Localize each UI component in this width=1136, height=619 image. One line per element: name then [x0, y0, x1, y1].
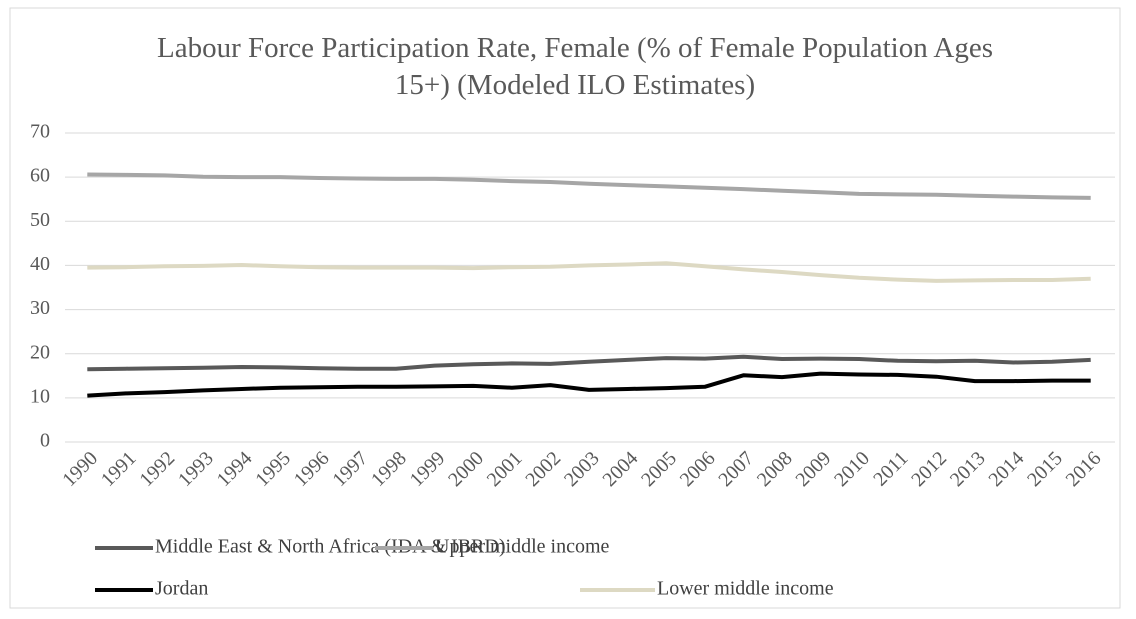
- y-tick-label: 0: [40, 430, 50, 452]
- legend-label: Jordan: [155, 578, 208, 600]
- x-tick-label: 1990: [58, 447, 102, 491]
- x-tick-label: 1995: [251, 447, 295, 491]
- x-tick-label: 1994: [213, 447, 257, 491]
- x-tick-label: 2003: [560, 447, 604, 491]
- x-tick-label: 1996: [290, 447, 334, 491]
- y-tick-label: 40: [30, 253, 50, 275]
- x-tick-label: 2010: [830, 447, 874, 491]
- y-tick-label: 10: [30, 385, 50, 407]
- x-tick-label: 1999: [406, 447, 450, 491]
- y-tick-label: 30: [30, 297, 50, 319]
- x-tick-label: 2008: [753, 447, 797, 491]
- x-tick-label: 2006: [676, 447, 720, 491]
- chart-border: [9, 7, 1121, 609]
- x-tick-label: 2007: [714, 447, 758, 491]
- chart-title: Labour Force Participation Rate, Female …: [157, 32, 993, 101]
- x-tick-label: 1997: [328, 447, 372, 491]
- x-tick-label: 1991: [97, 447, 141, 491]
- legend-label: Lower middle income: [657, 578, 834, 600]
- y-tick-label: 60: [30, 165, 50, 187]
- x-tick-label: 2012: [907, 447, 951, 491]
- legend-label: Upper middle income: [435, 536, 610, 558]
- x-tick-label: 1993: [174, 447, 218, 491]
- x-tick-label: 2015: [1023, 447, 1067, 491]
- x-tick-label: 2013: [946, 447, 990, 491]
- x-tick-label: 2016: [1062, 447, 1106, 491]
- x-tick-label: 2004: [599, 447, 643, 491]
- y-tick-label: 20: [30, 341, 50, 363]
- x-tick-label: 1998: [367, 447, 411, 491]
- x-tick-label: 2014: [984, 447, 1028, 491]
- series-line: [87, 354, 1091, 372]
- x-tick-label: 2002: [521, 447, 565, 491]
- x-tick-label: 2009: [791, 447, 835, 491]
- x-tick-label: 2005: [637, 447, 681, 491]
- series-line: [87, 371, 1091, 398]
- y-tick-label: 50: [30, 209, 50, 231]
- x-tick-label: 2011: [869, 447, 912, 490]
- series-line: [87, 172, 1091, 200]
- x-tick-label: 2001: [483, 447, 527, 491]
- x-tick-label: 2000: [444, 447, 488, 491]
- y-tick-label: 70: [30, 121, 50, 143]
- x-tick-label: 1992: [135, 447, 179, 491]
- series-line: [87, 261, 1091, 283]
- legend-label: Middle East & North Africa (IDA & IBRD): [155, 536, 506, 558]
